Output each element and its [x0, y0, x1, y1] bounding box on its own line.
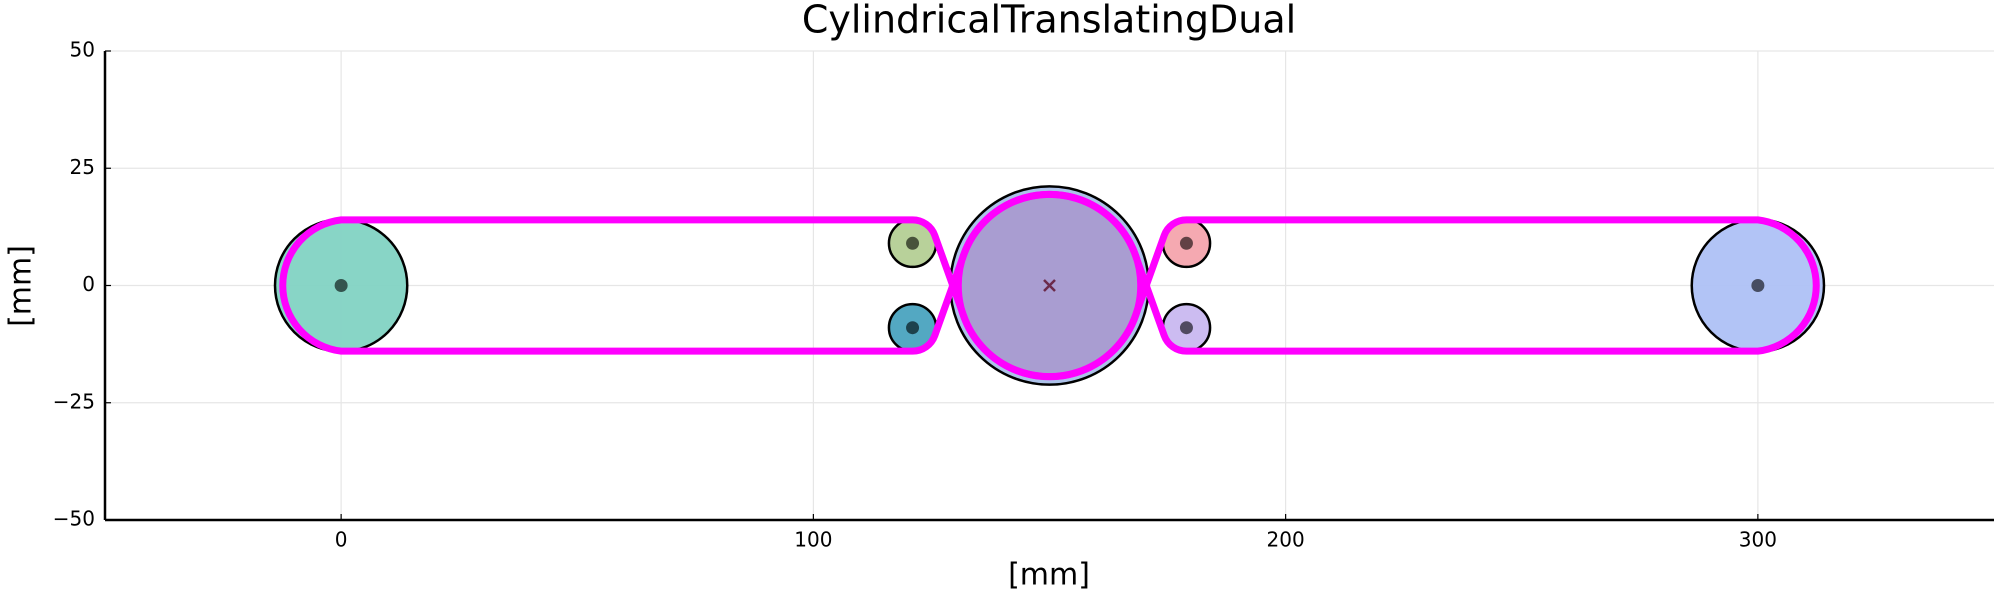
center-marker	[1043, 279, 1056, 292]
y-axis-label: [mm]	[4, 245, 39, 327]
y-tick-label: 0	[82, 272, 95, 296]
y-tick-label: −25	[53, 389, 95, 413]
pulley-center-shade	[1751, 279, 1765, 292]
x-tick-label: 0	[335, 528, 348, 552]
y-tick-label: 25	[70, 155, 95, 179]
x-axis-label: [mm]	[1008, 558, 1090, 593]
y-tick-label: 50	[70, 38, 95, 62]
pulley-center-shade	[1179, 321, 1193, 335]
pulley-center-shade	[1179, 236, 1193, 250]
x-tick-label: 300	[1739, 528, 1777, 552]
chart-title: CylindricalTranslatingDual	[802, 0, 1296, 42]
pulley-center-shade	[334, 279, 348, 292]
x-tick-label: 200	[1267, 528, 1305, 552]
belt	[954, 190, 1820, 381]
pulley-center-shade	[906, 321, 920, 335]
x-tick-label: 100	[794, 528, 832, 552]
y-tick-label: −50	[53, 507, 95, 531]
pulley-center-shade	[906, 236, 920, 250]
